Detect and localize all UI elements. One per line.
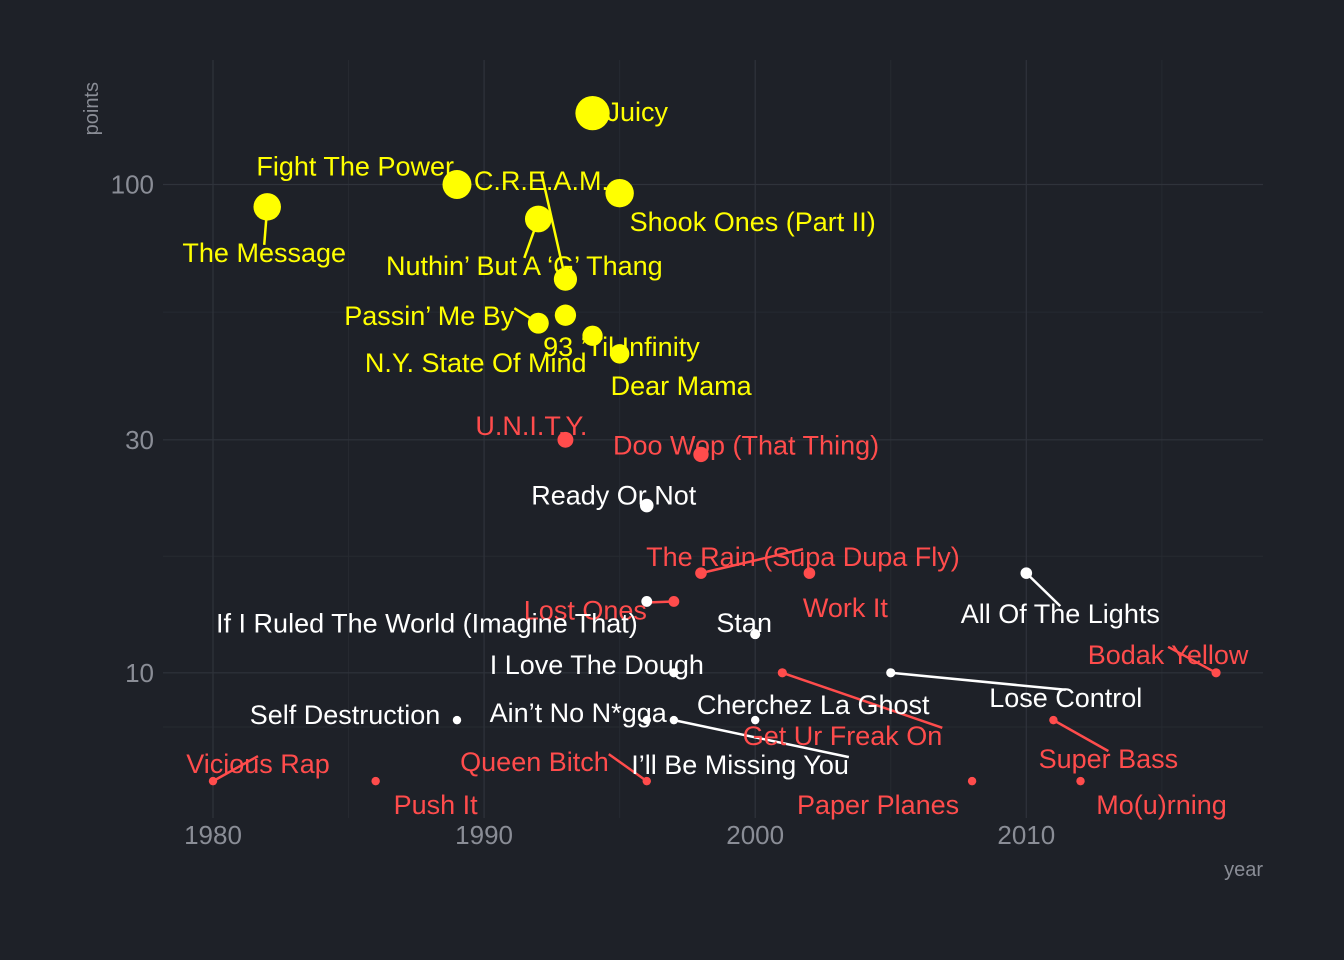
label-lose-control: Lose Control: [989, 683, 1142, 713]
point-push-it: [371, 776, 380, 786]
x-tick-label: 1990: [455, 820, 513, 850]
point-ready-or-not: [639, 498, 654, 513]
point-work-it: [803, 567, 816, 579]
point-juicy: [575, 95, 610, 131]
label-queen-bitch: Queen Bitch: [460, 747, 609, 777]
label-shook-ones-part-ii: Shook Ones (Part II): [630, 207, 876, 237]
point-queen-bitch: [642, 776, 651, 786]
point-u-n-i-t-y: [557, 431, 574, 448]
x-tick-label: 2000: [726, 820, 784, 850]
point-c-r-e-a-m: [553, 267, 578, 291]
point-lost-ones: [668, 596, 680, 607]
label-juicy: Juicy: [607, 97, 669, 127]
leader-i-ll-be-missing-you: [673, 718, 850, 759]
point-dear-mama: [609, 344, 630, 364]
point-paper-planes: [967, 776, 977, 786]
leader-super-bass: [1052, 719, 1110, 753]
point-all-of-the-lights: [1020, 567, 1033, 579]
data-labels: Juicy Fight The Power Shook Ones (Part II)…: [182, 97, 1248, 820]
point-doo-wop-that-thing: [693, 446, 709, 463]
label-nuthin-but-a-g-thang: Nuthin’ But A ‘G’ Thang: [386, 251, 663, 281]
x-tick-label: 2010: [997, 820, 1055, 850]
point-93-til-infinity: [554, 304, 577, 326]
y-tick-label: 10: [125, 658, 154, 688]
label-n-y-state-of-mind: N.Y. State Of Mind: [365, 348, 587, 378]
point-the-rain-supa-dupa-fly: [695, 567, 707, 579]
point-the-message: [253, 193, 281, 221]
label-bodak-yellow: Bodak Yellow: [1088, 640, 1249, 670]
label-push-it: Push It: [394, 790, 479, 820]
label-leader-lines: [212, 172, 1217, 783]
point-vicious-rap: [208, 776, 218, 786]
point-n-y-state-of-mind: [582, 325, 603, 346]
label-self-destruction: Self Destruction: [250, 700, 441, 730]
point-fight-the-power: [442, 170, 472, 199]
leader-get-ur-freak-on: [781, 671, 943, 729]
x-axis-ticks: 1980 1990 2000 2010: [184, 820, 1055, 850]
label-passin-me-by: Passin’ Me By: [344, 301, 515, 331]
label-the-message: The Message: [182, 238, 346, 268]
x-tick-label: 1980: [184, 820, 242, 850]
label-93-til-infinity: 93 ’Til Infinity: [543, 332, 700, 362]
y-axis-title: points: [81, 82, 103, 135]
label-u-n-i-t-y: U.N.I.T.Y.: [475, 411, 587, 441]
label-i-love-the-dough: I Love The Dough: [490, 650, 704, 680]
point-ain-t-no-n-gga: [642, 715, 651, 725]
point-mo-u-rning: [1076, 776, 1085, 786]
label-ain-t-no-n-gga: Ain’t No N*gga: [490, 698, 668, 728]
label-paper-planes: Paper Planes: [797, 790, 959, 820]
y-tick-label: 100: [111, 170, 154, 200]
label-the-rain-supa-dupa-fly: The Rain (Supa Dupa Fly): [646, 542, 960, 572]
grid: [163, 60, 1263, 818]
leader-the-rain-supa-dupa-fly: [700, 547, 804, 575]
leader-all-of-the-lights: [1025, 572, 1062, 608]
label-super-bass: Super Bass: [1039, 744, 1179, 774]
label-stan: Stan: [716, 608, 772, 638]
point-i-ll-be-missing-you: [669, 715, 679, 725]
point-lose-control: [886, 668, 896, 678]
leader-bodak-yellow: [1167, 645, 1217, 674]
y-axis-ticks: 10 30 100: [111, 170, 154, 688]
point-shook-ones-part-ii: [605, 178, 634, 208]
leader-queen-bitch: [608, 753, 648, 783]
leader-c-r-e-a-m: [540, 172, 567, 280]
label-mo-u-rning: Mo(u)rning: [1096, 790, 1227, 820]
point-bodak-yellow: [1211, 668, 1221, 678]
label-i-ll-be-missing-you: I’ll Be Missing You: [631, 750, 849, 780]
point-get-ur-freak-on: [777, 668, 787, 678]
point-if-i-ruled-the-world-imagine-that: [641, 596, 653, 607]
point-passin-me-by: [527, 312, 549, 334]
point-self-destruction: [452, 715, 462, 725]
leader-vicious-rap: [212, 755, 259, 783]
point-super-bass: [1049, 715, 1058, 725]
point-cherchez-la-ghost: [751, 715, 760, 725]
label-cherchez-la-ghost: Cherchez La Ghost: [697, 690, 930, 720]
data-points: [208, 95, 1221, 786]
x-axis-title: year: [1224, 859, 1263, 881]
leader-lose-control: [890, 671, 1066, 692]
point-nuthin-but-a-g-thang: [524, 205, 552, 233]
label-doo-wop-that-thing: Doo Wop (That Thing): [613, 430, 879, 460]
label-if-i-ruled-the-world-imagine-that: If I Ruled The World (Imagine That): [216, 608, 638, 638]
label-get-ur-freak-on: Get Ur Freak On: [743, 721, 943, 751]
label-vicious-rap: Vicious Rap: [186, 749, 330, 779]
label-c-r-e-a-m: C.R.E.A.M.: [474, 166, 609, 196]
point-stan: [750, 629, 761, 640]
point-i-love-the-dough: [669, 668, 679, 678]
label-all-of-the-lights: All Of The Lights: [961, 599, 1160, 629]
label-ready-or-not: Ready Or Not: [531, 481, 697, 511]
label-lost-ones: Lost Ones: [524, 595, 647, 625]
label-work-it: Work It: [803, 593, 889, 623]
y-tick-label: 30: [125, 425, 154, 455]
label-fight-the-power: Fight The Power: [256, 152, 454, 182]
label-dear-mama: Dear Mama: [611, 371, 753, 401]
